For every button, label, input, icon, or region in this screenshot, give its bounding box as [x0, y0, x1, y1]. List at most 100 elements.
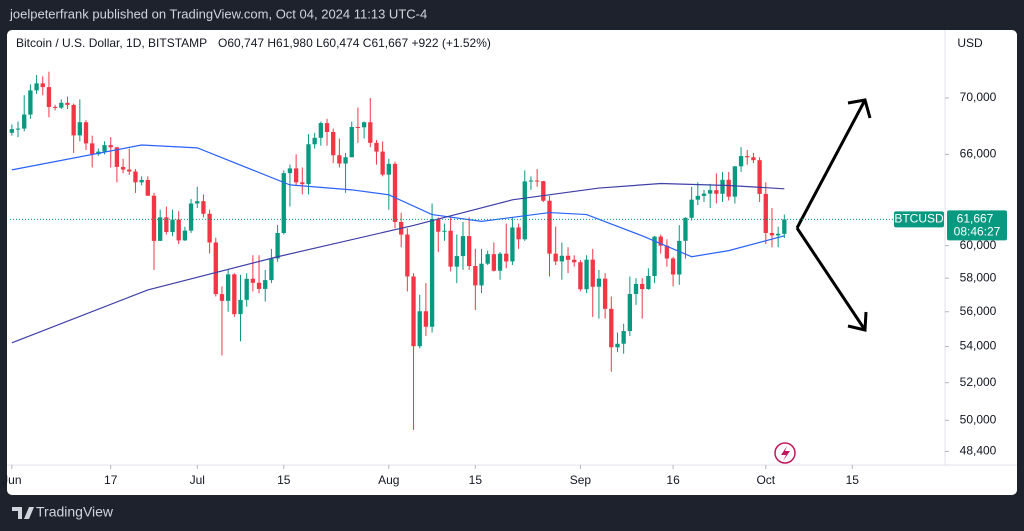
candle-body: [59, 102, 64, 108]
candle-body: [28, 90, 33, 115]
candle-body: [689, 199, 694, 218]
candle-body: [145, 179, 150, 196]
candle-body: [565, 255, 571, 260]
x-tick-label: 15: [277, 473, 291, 487]
candle-body: [275, 232, 280, 259]
event-icon: [774, 442, 796, 464]
candle-body: [337, 155, 342, 164]
candle-body: [368, 122, 373, 143]
candle-body: [232, 274, 237, 315]
candle-body: [244, 278, 249, 300]
y-tick-label: 50,000: [960, 412, 997, 426]
candle-body: [195, 201, 200, 204]
candle-body: [485, 254, 490, 264]
candle-body: [528, 180, 534, 182]
projection-arrows: [795, 98, 872, 332]
candle-body: [293, 168, 299, 183]
candle-body: [473, 265, 478, 286]
candle-body: [102, 145, 107, 152]
candle-body: [757, 160, 762, 194]
candle-body: [683, 217, 688, 241]
candle-body: [436, 218, 441, 232]
x-tick-label: 16: [666, 473, 680, 487]
candle-body: [392, 163, 398, 223]
candle-body: [114, 147, 120, 167]
candle-body: [158, 217, 163, 241]
candle-body: [547, 200, 552, 254]
candle-body: [609, 308, 614, 348]
candle-body: [71, 104, 76, 136]
candle-body: [491, 254, 497, 271]
x-tick-label: Jul: [190, 473, 205, 487]
candle-body: [120, 166, 126, 170]
candle-body: [405, 234, 410, 277]
candle-body: [596, 278, 602, 287]
ohlc-text: O60,747 H61,980 L60,474 C61,667 +922 (+1…: [218, 36, 491, 50]
candle-body: [652, 236, 657, 276]
candle-body: [695, 195, 700, 200]
candle-body: [677, 240, 682, 275]
candle-body: [627, 293, 632, 332]
x-tick-label: 15: [469, 473, 483, 487]
candle-body: [732, 166, 738, 197]
candle-body: [664, 245, 670, 259]
candle-body: [219, 294, 225, 301]
candle-body: [207, 213, 212, 243]
candle-body: [182, 230, 188, 241]
moving-average: [11, 144, 785, 258]
candle-body: [460, 236, 466, 257]
candle-body: [77, 122, 82, 136]
symbol: Bitcoin / U.S. Dollar, 1D, BITSTAMP: [16, 36, 207, 50]
candle-body: [361, 122, 367, 128]
candle-body: [510, 227, 515, 262]
candle-body: [769, 232, 775, 236]
candle-body: [646, 275, 651, 290]
candle-body: [331, 131, 336, 156]
candle-body: [269, 258, 274, 281]
candle-body: [670, 258, 676, 275]
candle-body: [65, 102, 70, 105]
candle-body: [263, 280, 268, 289]
candle-body: [300, 182, 305, 185]
candle-body: [479, 263, 484, 286]
last-price-label: 61,667: [957, 212, 994, 226]
plot: [9, 71, 787, 430]
candle-body: [720, 179, 725, 194]
candle-body: [133, 171, 138, 183]
candle-body: [287, 168, 293, 174]
arrow-up: [795, 98, 872, 229]
y-tick-label: 66,000: [960, 147, 997, 161]
y-tick-label: 48,400: [960, 444, 997, 458]
candle-body: [225, 274, 231, 301]
x-tick-label: Oct: [756, 473, 775, 487]
arrow-down: [795, 227, 868, 332]
candle-body: [201, 201, 206, 214]
candle-body: [256, 282, 262, 289]
candle-body: [640, 283, 645, 290]
candle-body: [281, 173, 286, 233]
candle-body: [374, 142, 379, 152]
candle-body: [534, 180, 540, 182]
currency: USD: [957, 36, 983, 50]
candle-body: [139, 179, 144, 183]
price-tag: [947, 210, 1007, 241]
candle-body: [423, 311, 429, 327]
candle-body: [633, 283, 639, 294]
candle-body: [658, 236, 663, 246]
candle-body: [615, 343, 620, 348]
y-tick-label: 58,000: [960, 270, 997, 284]
candle-body: [46, 87, 52, 107]
y-tick-label: 60,000: [960, 238, 997, 252]
x-tick-label: Sep: [570, 473, 592, 487]
x-tick-label: Jun: [2, 473, 21, 487]
candle-body: [559, 255, 565, 262]
candle-body: [782, 219, 787, 234]
candle-body: [578, 262, 583, 290]
candle-body: [442, 230, 447, 232]
candle-body: [22, 114, 27, 129]
candle-body: [775, 233, 781, 236]
candle-body: [170, 219, 175, 233]
candle-body: [448, 230, 453, 267]
candle-body: [466, 236, 472, 266]
